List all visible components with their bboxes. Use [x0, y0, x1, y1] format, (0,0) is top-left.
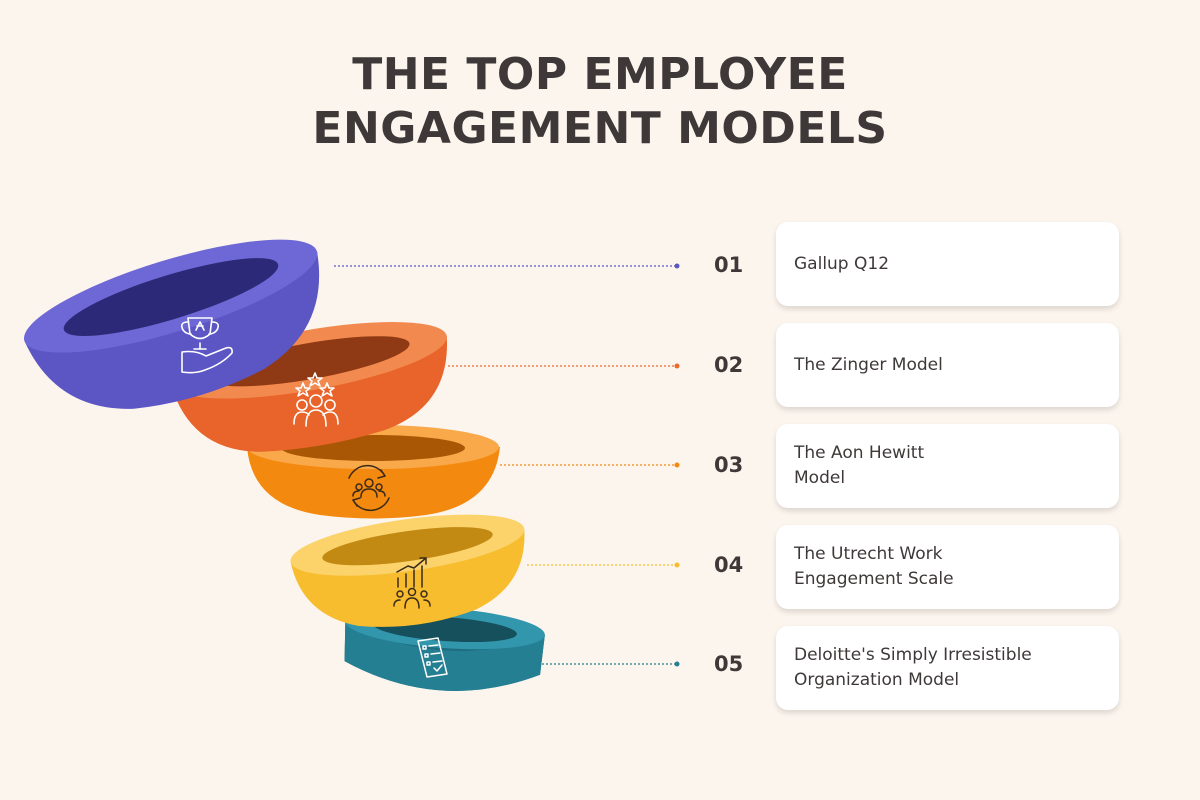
item-number-3: 03 [714, 453, 744, 477]
model-label-gallup: Gallup Q12 [794, 253, 890, 274]
connector-dot-2 [674, 363, 680, 369]
item-number-5: 05 [714, 652, 744, 676]
group-cycle-icon [348, 464, 390, 512]
connector-dot-3 [674, 462, 680, 468]
page-title: THE TOP EMPLOYEE ENGAGEMENT MODELS [0, 48, 1200, 156]
item-number-2: 02 [714, 353, 744, 377]
model-card-aon-hewitt: The Aon Hewitt Model [776, 424, 1119, 508]
funnel-ring-4 [290, 514, 525, 627]
item-number-1: 01 [714, 253, 744, 277]
checklist-icon [417, 637, 448, 678]
funnel-ring-5 [344, 606, 545, 691]
model-label-deloitte: Deloitte's Simply Irresistible Organizat… [794, 645, 1032, 690]
connector-lines [334, 263, 680, 667]
model-card-utrecht: The Utrecht Work Engagement Scale [776, 525, 1119, 609]
growth-chart-team-icon [393, 557, 431, 609]
model-card-deloitte: Deloitte's Simply Irresistible Organizat… [776, 626, 1119, 710]
model-card-gallup: Gallup Q12 [776, 222, 1119, 306]
title-line-2: ENGAGEMENT MODELS [312, 103, 888, 154]
item-number-4: 04 [714, 553, 744, 577]
connector-dot-5 [674, 661, 680, 667]
connector-dot-4 [674, 562, 680, 568]
model-card-zinger: The Zinger Model [776, 323, 1119, 407]
funnel-ring-1 [23, 239, 320, 409]
title-line-1: THE TOP EMPLOYEE [352, 49, 848, 100]
model-label-utrecht: The Utrecht Work Engagement Scale [794, 544, 954, 589]
model-label-zinger: The Zinger Model [794, 354, 943, 375]
team-stars-icon [293, 372, 339, 427]
connector-dot-1 [674, 263, 680, 269]
model-label-aon-hewitt: The Aon Hewitt Model [794, 443, 925, 488]
trophy-hand-icon [181, 317, 233, 374]
